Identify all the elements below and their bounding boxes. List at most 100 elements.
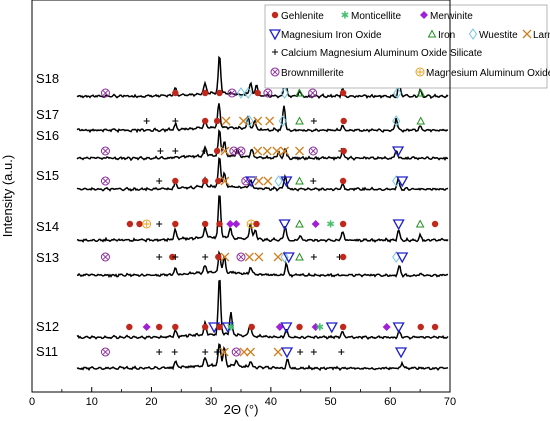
marker-s17-larnite-7 (253, 116, 263, 126)
sample-label-s17: S17 (36, 107, 59, 122)
sample-label-s16: S16 (36, 128, 59, 143)
pattern-s12 (76, 279, 449, 341)
marker-s11-brownmillerite-6 (231, 347, 241, 357)
svg-text:✱: ✱ (227, 323, 235, 334)
legend: Gehlenite ✱ Monticellite Merwinite Magnesium… (264, 4, 550, 89)
marker-s13-wuestite-11 (280, 251, 289, 263)
marker-s15-iron-12 (295, 176, 304, 185)
sample-label-s13: S13 (36, 250, 59, 265)
x-tick-label-10: 10 (86, 396, 98, 408)
marker-s15-cmas-1 (156, 178, 163, 184)
marker-s13-mgfe-oxide-12 (282, 252, 295, 264)
legend-label-iron: Iron (438, 30, 455, 41)
y-axis-title: Intensity (a.u.) (0, 155, 15, 237)
marker-s11-cmas-2 (171, 349, 178, 355)
marker-s17-gehlenite-12 (340, 117, 347, 125)
pattern-s14 (76, 195, 449, 244)
marker-s16-larnite-8 (253, 146, 263, 156)
marker-s12-monticellite-14: ✱ (316, 323, 324, 334)
marker-s14-mgal-oxide-2 (142, 219, 152, 229)
sample-label-s18: S18 (36, 71, 59, 86)
marker-s11-larnite-9 (273, 347, 283, 357)
marker-s15-mgfe-oxide-16 (396, 176, 409, 188)
marker-s14-gehlenite-0 (126, 220, 134, 228)
marker-s11-mgfe-oxide-14 (394, 347, 408, 359)
marker-s11-larnite-7 (239, 347, 249, 357)
marker-s18-gehlenite-2 (201, 89, 209, 97)
marker-s13-brownmillerite-7 (236, 252, 246, 262)
legend-label-cmas: Calcium Magnesium Aluminum Oxide Silicat… (281, 48, 483, 59)
marker-s14-gehlenite-18 (431, 220, 439, 228)
marker-s12-gehlenite-3 (172, 323, 179, 331)
marker-s16-larnite-11 (280, 146, 290, 156)
marker-s15-gehlenite-3 (201, 177, 209, 185)
marker-s14-iron-12 (295, 219, 304, 228)
marker-s18-gehlenite-3 (216, 89, 223, 97)
marker-s11-cmas-4 (214, 349, 221, 355)
marker-s11-brownmillerite-0 (100, 347, 110, 357)
marker-s16-cmas-2 (172, 148, 179, 154)
marker-s12-mgfe-oxide-11 (280, 322, 293, 334)
marker-s17-cmas-0 (143, 118, 150, 124)
marker-s12-gehlenite-16 (339, 323, 347, 331)
sample-label-s14: S14 (36, 219, 59, 234)
sample-label-s11: S11 (36, 344, 58, 359)
legend-brownmillerite-icon (270, 67, 280, 77)
sample-label-s15: S15 (36, 168, 59, 183)
marker-s13-cmas-1 (156, 254, 163, 260)
marker-s14-gehlenite-10 (253, 220, 260, 228)
marker-s15-gehlenite-14 (339, 177, 347, 185)
pattern-s17 (76, 103, 449, 134)
legend-label-merwinite: Merwinite (430, 11, 473, 22)
marker-s15-larnite-9 (263, 176, 273, 186)
marker-s18-wuestite-9 (280, 87, 289, 99)
marker-s12-gehlenite-20 (431, 323, 439, 331)
legend-cmas-icon (272, 49, 278, 55)
legend-label-monticellite: Monticellite (351, 11, 401, 22)
sample-labels: S18 S17 S16 S15 S14 S13 S12 S11 (36, 71, 59, 359)
legend-gehlenite-icon (271, 11, 279, 19)
marker-s12-gehlenite-0 (126, 323, 133, 331)
marker-s13-larnite-6 (220, 252, 230, 262)
legend-larnite-icon (522, 29, 532, 39)
marker-s13-iron-13 (295, 252, 304, 261)
marker-s17-wuestite-6 (245, 115, 254, 127)
marker-s16-brownmillerite-6 (229, 146, 239, 156)
marker-s17-cmas-11 (310, 118, 317, 124)
marker-s18-iron-10 (295, 88, 304, 97)
marker-s14-monticellite-14: ✱ (326, 220, 334, 231)
legend-label-mgal-oxide: Magnesium Aluminum Oxide (426, 68, 550, 79)
marker-s12-mgfe-oxide-18 (392, 322, 405, 334)
marker-s17-wuestite-9 (278, 115, 287, 127)
marker-s13-cmas-3 (172, 254, 179, 260)
marker-s18-gehlenite-12 (339, 89, 347, 97)
x-tick-label-50: 50 (324, 396, 336, 408)
marker-s18-brownmillerite-0 (100, 88, 110, 98)
marker-s11-cmas-12 (310, 349, 317, 355)
marker-s15-cmas-13 (310, 178, 317, 184)
marker-s18-brownmillerite-4 (227, 88, 237, 98)
marker-s18-gehlenite-7 (254, 89, 261, 97)
marker-s17-iron-14 (416, 116, 426, 125)
marker-s11-cmas-11 (297, 349, 304, 355)
legend-label-brownmillerite: Brownmillerite (281, 68, 344, 79)
marker-s13-cmas-14 (310, 254, 317, 260)
marker-s12-merwinite-17 (382, 323, 391, 331)
marker-s18-gehlenite-1 (172, 89, 179, 97)
marker-s12-merwinite-13 (311, 323, 320, 331)
marker-s15-gehlenite-4 (215, 177, 222, 185)
marker-s15-larnite-5 (220, 176, 230, 186)
marker-s16-cmas-3 (201, 148, 208, 154)
marker-s14-mgfe-oxide-11 (278, 219, 291, 231)
x-axis: 0 10 20 30 40 50 60 70 (29, 387, 456, 408)
marker-s14-cmas-3 (156, 221, 163, 227)
marker-s16-brownmillerite-0 (100, 146, 110, 156)
marker-s16-gehlenite-15 (340, 147, 347, 155)
legend-label-wuestite: Wuestite (479, 30, 518, 41)
pattern-s15 (76, 157, 449, 192)
marker-s11-cmas-3 (202, 349, 209, 355)
x-axis-title: 2Θ (°) (224, 402, 259, 417)
marker-s14-mgfe-oxide-16 (392, 219, 405, 231)
pattern-s11 (76, 343, 449, 372)
